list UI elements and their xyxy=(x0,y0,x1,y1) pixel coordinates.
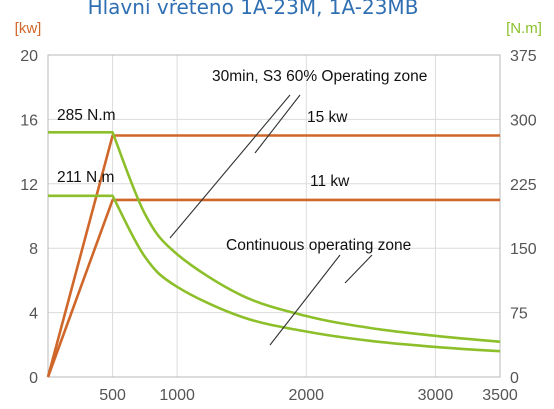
annotation-power-low: 11 kw xyxy=(310,173,350,190)
y-right-tick-label: 375 xyxy=(510,48,537,65)
y-right-tick-label: 75 xyxy=(510,306,528,323)
annotation-arrows xyxy=(169,94,373,346)
annotation-power-high: 15 kw xyxy=(307,109,348,126)
annotation-continuous-zone: Continuous operating zone xyxy=(226,237,411,254)
y-left-tick-label: 0 xyxy=(29,370,38,387)
y-left-tick-label: 16 xyxy=(20,112,38,129)
y-left-tick-label: 4 xyxy=(29,306,38,323)
annotation-torque-low: 211 N.m xyxy=(57,169,114,186)
chart-title: Hlavní vřeteno 1A-23M, 1A-23MB xyxy=(88,0,419,19)
arrow-continuous-right xyxy=(344,254,373,284)
y-right-tick-label: 225 xyxy=(510,177,537,194)
torque-curve-high xyxy=(48,131,501,344)
annotation-torque-high: 285 N.m xyxy=(57,107,116,124)
y-left-tick-label: 8 xyxy=(29,241,38,258)
arrow-continuous-left xyxy=(269,254,341,346)
tick-labels: 500 1000 2000 3000 3500048121620075150225300… xyxy=(20,48,537,404)
x-tick-label: 1000 xyxy=(159,387,195,404)
series-layer xyxy=(46,131,501,378)
x-tick-label: 3000 xyxy=(418,387,454,404)
y-right-tick-label: 300 xyxy=(510,112,537,129)
grid xyxy=(48,55,500,377)
x-tick-label: 2000 xyxy=(288,387,324,404)
arrow-s3-right xyxy=(254,94,301,154)
plot-frame xyxy=(47,54,501,378)
annotation-s3-zone: 30min, S3 60% Operating zone xyxy=(212,68,427,85)
y-right-tick-label: 0 xyxy=(510,370,519,387)
x-tick-label: 3500 xyxy=(482,387,518,404)
y-left-tick-label: 20 xyxy=(20,48,38,65)
y-left-tick-label: 12 xyxy=(20,177,38,194)
right-axis-unit: [N.m] xyxy=(506,20,542,37)
power-curve-high xyxy=(46,134,500,378)
x-tick-label: 500 xyxy=(99,387,126,404)
torque-curve-low xyxy=(48,194,501,353)
y-right-tick-label: 150 xyxy=(510,241,537,258)
arrow-s3-left xyxy=(169,94,291,239)
power-curve-low xyxy=(46,198,500,378)
left-axis-unit: [kw] xyxy=(15,20,42,37)
